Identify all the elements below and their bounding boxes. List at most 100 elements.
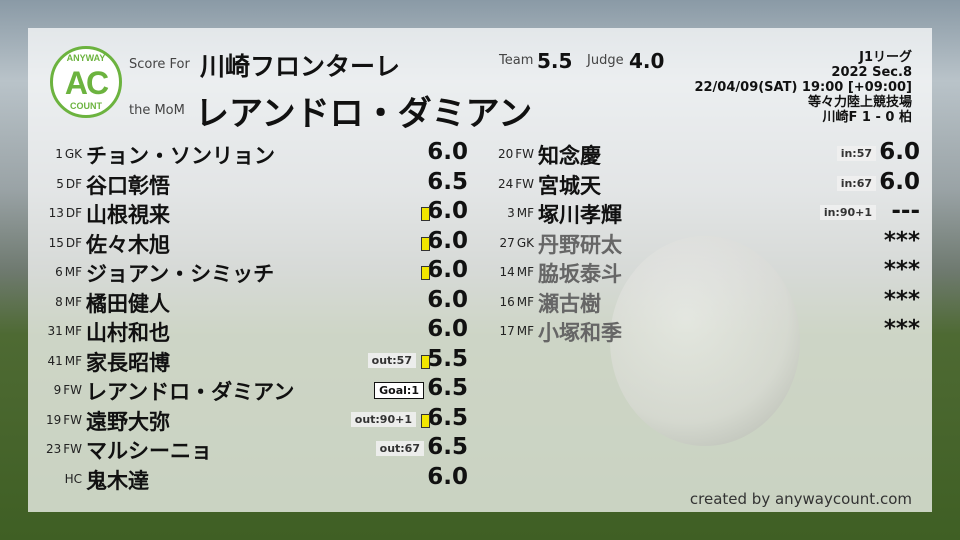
sub-badge: out:67 — [375, 441, 424, 456]
yellow-card-icon — [421, 266, 430, 280]
player-row: 9 FW レアンドロ・ダミアン 6.5 Goal:1 — [28, 375, 468, 405]
player-position: MF — [516, 206, 534, 220]
player-position: HC — [64, 471, 82, 486]
player-row: 23 FW マルシーニョ 6.5 out:67 — [28, 434, 468, 464]
player-row: 27 GK 丹野研太 *** — [480, 227, 920, 258]
player-score: *** — [883, 227, 920, 254]
player-position: FW — [515, 147, 534, 161]
player-position: MF — [64, 324, 82, 338]
player-name: 脇坂泰斗 — [538, 262, 622, 286]
player-score: 6.0 — [879, 139, 920, 165]
team-label: Team — [499, 53, 534, 68]
player-number-position: 8 MF — [55, 295, 82, 309]
player-position: FW — [515, 176, 534, 191]
player-name: 橘田健人 — [86, 291, 170, 316]
player-number: 6 — [55, 265, 63, 279]
player-name: 家長昭博 — [86, 350, 170, 375]
player-name: 山根視来 — [86, 203, 170, 227]
result: 川崎F 1 - 0 柏 — [822, 110, 912, 125]
anywaycount-logo: ANYWAY AC COUNT — [50, 46, 122, 118]
goal-badge: Goal:1 — [374, 382, 424, 399]
player-position: FW — [63, 383, 82, 397]
player-name: レアンドロ・ダミアン — [86, 380, 295, 404]
player-number: 9 — [53, 383, 62, 397]
player-row: 17 MF 小塚和季 *** — [480, 316, 920, 346]
player-score: 6.5 — [427, 404, 468, 431]
yellow-card-icon — [421, 413, 430, 428]
player-name: 谷口彰悟 — [86, 173, 170, 198]
player-position: MF — [516, 265, 534, 279]
player-number: 24 — [497, 176, 514, 191]
player-row: 24 FW 宮城天 6.0 in:67 — [480, 169, 920, 199]
ball-image — [610, 236, 800, 446]
player-number: 8 — [55, 294, 63, 309]
player-position: MF — [64, 353, 82, 368]
player-position: DF — [65, 206, 82, 220]
player-number-position: 24 FW — [498, 177, 534, 191]
match-info: J1リーグ 2022 Sec.8 22/04/09(SAT) 19:00 [+0… — [694, 50, 912, 125]
player-number: 20 — [497, 147, 514, 161]
player-number-position: 6 MF — [55, 265, 82, 279]
team-name: 川崎フロンターレ — [200, 52, 401, 81]
player-score: 6.5 — [427, 375, 468, 401]
player-position: DF — [65, 235, 82, 250]
sub-badge: in:67 — [836, 175, 876, 191]
player-number-position: 41 MF — [47, 354, 82, 368]
player-number: 15 — [48, 235, 64, 250]
player-row: 41 MF 家長昭博 5.5 out:57 — [28, 345, 468, 376]
player-score: 6.5 — [427, 168, 468, 195]
player-name: 丹野研太 — [538, 232, 622, 257]
player-row: 16 MF 瀬古樹 *** — [480, 287, 920, 317]
league: J1リーグ — [859, 50, 912, 65]
player-score: 6.0 — [427, 227, 468, 254]
player-number-position: 13 DF — [49, 206, 82, 220]
player-number-position: 16 MF — [499, 295, 534, 309]
player-row: 20 FW 知念慶 6.0 in:57 — [480, 139, 920, 169]
player-number: 3 — [507, 206, 515, 220]
sub-badge: out:90+1 — [350, 411, 416, 427]
player-number-position: 27 GK — [500, 236, 534, 250]
player-number: 14 — [499, 265, 515, 279]
player-score: 6.0 — [427, 286, 468, 313]
player-score: 5.5 — [427, 345, 468, 372]
player-score: *** — [883, 257, 920, 283]
player-number: 5 — [56, 176, 64, 191]
player-row: HC 鬼木達 6.0 — [28, 464, 468, 494]
player-row: 3 MF 塚川孝輝 --- in:90+1 — [480, 198, 920, 228]
player-number-position: 15 DF — [49, 236, 82, 250]
player-number: 27 — [499, 235, 515, 250]
player-row: 19 FW 遠野大弥 6.5 out:90+1 — [28, 404, 468, 435]
player-number-position: 9 FW — [54, 383, 82, 397]
venue: 等々力陸上競技場 — [807, 95, 912, 110]
player-number: 16 — [499, 294, 515, 309]
player-score: 6.0 — [427, 316, 468, 342]
player-name: チョン・ソンリョン — [86, 144, 275, 168]
yellow-card-icon — [421, 354, 430, 369]
sub-badge: in:57 — [836, 146, 876, 161]
player-number-position: 17 MF — [499, 324, 534, 338]
player-number: 19 — [45, 412, 62, 427]
credit: created by anywaycount.com — [689, 490, 912, 508]
player-number: 31 — [47, 324, 63, 338]
player-number: 23 — [45, 442, 62, 456]
player-row: 6 MF ジョアン・シミッチ 6.0 — [28, 257, 468, 287]
panel — [28, 28, 932, 512]
player-row: 13 DF 山根視来 6.0 — [28, 198, 468, 228]
player-number-position: 1 GK — [55, 147, 82, 161]
player-name: マルシーニョ — [86, 439, 212, 463]
logo-bottom-text: COUNT — [70, 101, 102, 111]
player-row: 15 DF 佐々木旭 6.0 — [28, 227, 468, 258]
player-number: 1 — [55, 147, 63, 161]
yellow-card-icon — [421, 236, 430, 251]
player-row: 5 DF 谷口彰悟 6.5 — [28, 168, 468, 199]
player-position: GK — [516, 235, 534, 250]
player-name: 鬼木達 — [86, 468, 149, 493]
player-name: 知念慶 — [538, 144, 601, 168]
judge-score: 4.0 — [629, 49, 665, 73]
player-row: 31 MF 山村和也 6.0 — [28, 316, 468, 346]
player-score: --- — [891, 198, 920, 224]
player-position: DF — [65, 176, 82, 191]
player-name: 小塚和季 — [538, 321, 622, 345]
player-number-position: 14 MF — [499, 265, 534, 279]
sub-badge: in:90+1 — [819, 205, 876, 220]
